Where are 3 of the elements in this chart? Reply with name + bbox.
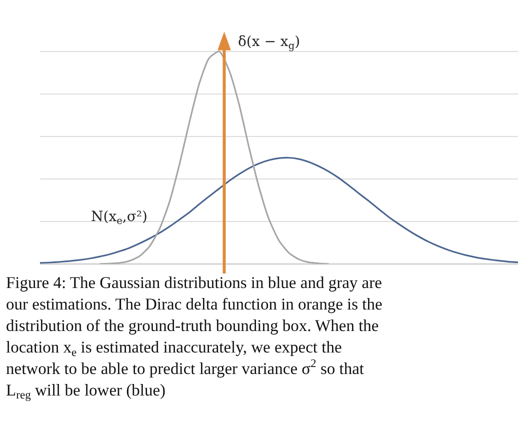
- annotation: δ(x − x$_{g}$): [238, 34, 300, 52]
- series-label: N(x$_{e}$,σ²): [91, 209, 148, 227]
- text: Figure 4: The Gaussian distributions in blue and gray are our estimations. The Dirac delta function in orange is the distribution of the ground-truth bounding box. When the location x$_{e}$ is estimated inaccurately, we expect the network to be able to predict larger variance σ$^{2}$ so that L$_{reg}$ will be lower (blue): [6, 273, 382, 402]
